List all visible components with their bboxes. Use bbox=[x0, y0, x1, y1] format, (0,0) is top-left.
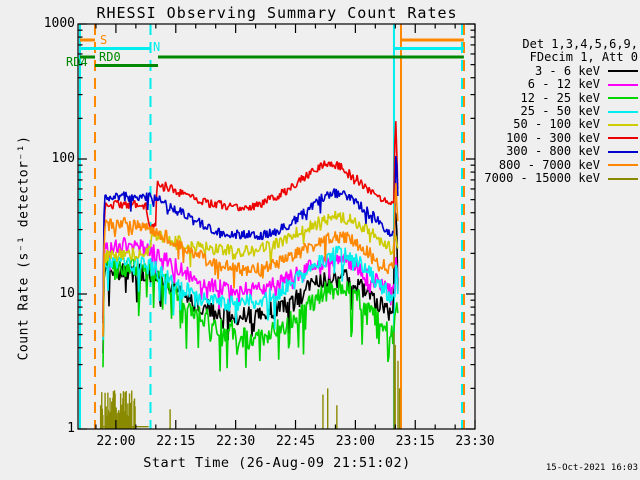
legend-entry-50-100-keV: 50 - 100 keV bbox=[484, 117, 638, 132]
legend-color-swatch bbox=[608, 110, 638, 113]
legend-entry-7000-15000-keV: 7000 - 15000 keV bbox=[484, 170, 638, 185]
x-tick-label-2200: 22:00 bbox=[96, 434, 136, 449]
series-7000-15000-keV bbox=[99, 332, 401, 429]
flag-label-s: S bbox=[100, 33, 108, 47]
legend-color-swatch bbox=[608, 70, 638, 73]
legend-entry-3-6-keV: 3 - 6 keV bbox=[484, 63, 638, 78]
legend-color-swatch bbox=[608, 150, 638, 153]
plot-frame bbox=[77, 23, 476, 430]
x-tick-label-2245: 22:45 bbox=[275, 434, 316, 449]
legend-entry-12-25-keV: 12 - 25 keV bbox=[484, 90, 638, 105]
legend-entry-label: 6 - 12 keV bbox=[527, 77, 600, 92]
legend-entry-300-800-keV: 300 - 800 keV bbox=[484, 144, 638, 159]
series-800-7000-keV bbox=[102, 183, 399, 337]
legend-color-swatch bbox=[608, 164, 638, 167]
series-50-100-keV bbox=[102, 210, 399, 336]
chart-title: RHESSI Observing Summary Count Rates bbox=[96, 4, 458, 22]
plot-timestamp: 15-Oct-2021 16:03 bbox=[545, 463, 638, 473]
legend-color-swatch bbox=[608, 124, 638, 127]
axis-ticks bbox=[78, 23, 476, 430]
legend-color-swatch bbox=[608, 177, 638, 180]
legend-entry-label: 3 - 6 keV bbox=[534, 63, 600, 78]
legend-entry-100-300-keV: 100 - 300 keV bbox=[484, 130, 638, 145]
flag-label-rd4: RD4 bbox=[66, 54, 88, 69]
legend-entry-label: 7000 - 15000 keV bbox=[484, 170, 600, 185]
flag-label-rd0: RD0 bbox=[99, 50, 121, 64]
legend-header-detectors-text: Det 1,3,4,5,6,9, bbox=[522, 37, 638, 51]
x-tick-label-2300: 23:00 bbox=[335, 434, 375, 449]
legend-entry-label: 800 - 7000 keV bbox=[498, 157, 600, 172]
legend-entry-25-50-keV: 25 - 50 keV bbox=[484, 103, 638, 118]
legend-header-decim-text: FDecim 1, Att 0 bbox=[529, 50, 638, 65]
legend-entry-label: 100 - 300 keV bbox=[506, 130, 600, 145]
legend-color-swatch bbox=[608, 83, 638, 86]
y-tick-label-10: 10 bbox=[59, 286, 75, 301]
legend-color-swatch bbox=[608, 137, 638, 140]
x-tick-label-2215: 22:15 bbox=[156, 434, 196, 449]
y-tick-label-100: 100 bbox=[51, 151, 75, 166]
legend-entries: 3 - 6 keV 6 - 12 keV 12 - 25 keV 25 - 50 ke… bbox=[484, 63, 638, 186]
legend-header-detectors: Det 1,3,4,5,6,9, bbox=[484, 37, 638, 51]
flag-label-n: N bbox=[153, 39, 161, 54]
legend-entry-6-12-keV: 6 - 12 keV bbox=[484, 77, 638, 92]
y-axis-label: Count Rate (s⁻¹ detector⁻¹) bbox=[16, 135, 32, 361]
series-300-800-keV bbox=[102, 156, 399, 324]
legend-header-decim: FDecim 1, Att 0 bbox=[484, 50, 638, 65]
y-tick-label-1000: 1000 bbox=[43, 16, 75, 31]
x-tick-label-2230: 22:30 bbox=[216, 434, 256, 449]
legend-entry-label: 300 - 800 keV bbox=[506, 144, 600, 159]
x-tick-label-2315: 23:15 bbox=[395, 434, 435, 449]
x-tick-label-2330: 23:30 bbox=[455, 434, 495, 449]
legend-entry-label: 25 - 50 keV bbox=[520, 103, 600, 118]
series-6-12-keV bbox=[102, 236, 399, 351]
series-100-300-keV bbox=[102, 121, 399, 319]
series-25-50-keV bbox=[102, 245, 399, 341]
legend-entry-label: 12 - 25 keV bbox=[520, 90, 600, 105]
y-tick-label-1: 1 bbox=[67, 421, 75, 436]
x-axis-label: Start Time (26-Aug-09 21:51:02) bbox=[143, 455, 411, 471]
legend-color-swatch bbox=[608, 97, 638, 100]
legend: Det 1,3,4,5,6,9, FDecim 1, Att 0 3 - 6 k… bbox=[484, 37, 638, 186]
legend-entry-800-7000-keV: 800 - 7000 keV bbox=[484, 157, 638, 172]
legend-entry-label: 50 - 100 keV bbox=[513, 117, 600, 132]
